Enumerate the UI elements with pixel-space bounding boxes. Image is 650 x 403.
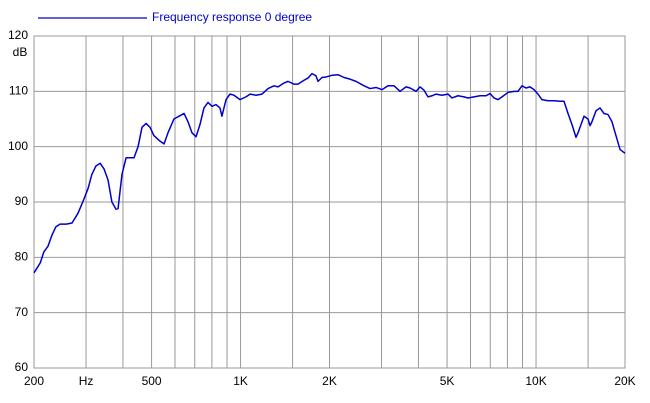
x-tick-label: 5K — [440, 374, 455, 388]
x-tick-label: Hz — [79, 374, 94, 388]
y-tick-label: 110 — [9, 84, 28, 98]
x-tick-label: 1K — [233, 374, 248, 388]
legend-label: Frequency response 0 degree — [152, 10, 312, 24]
y-axis-label: dB — [13, 45, 28, 59]
x-tick-label: 500 — [142, 374, 162, 388]
y-tick-label: 120 — [8, 28, 28, 42]
y-tick-label: 90 — [15, 194, 29, 208]
x-tick-label: 2K — [322, 374, 337, 388]
y-tick-label: 80 — [15, 250, 29, 264]
y-tick-label: 60 — [15, 360, 29, 374]
x-tick-label: 200 — [24, 374, 44, 388]
y-tick-label: 100 — [8, 139, 28, 153]
y-tick-label: 70 — [15, 305, 29, 319]
x-tick-label: 10K — [525, 374, 546, 388]
series-line — [33, 72, 626, 274]
x-tick-label: 20K — [614, 374, 635, 388]
